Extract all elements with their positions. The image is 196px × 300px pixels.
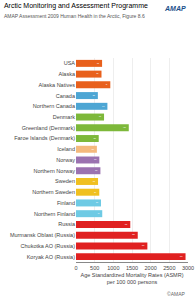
svg-text:2934.2: 2934.2 [180, 255, 183, 257]
svg-text:500: 500 [90, 265, 99, 271]
svg-text:Greenland (Denmark): Greenland (Denmark) [22, 125, 75, 131]
svg-text:919: 919 [106, 84, 108, 85]
svg-text:Iceland: Iceland [57, 146, 75, 152]
svg-text:Faroe Islands (Denmark): Faroe Islands (Denmark) [14, 135, 75, 141]
svg-text:Sweden: Sweden [55, 178, 75, 184]
svg-text:Canada: Canada [56, 93, 76, 99]
svg-text:Koryak AO (Russia): Koryak AO (Russia) [27, 254, 75, 260]
svg-text:AMAP: AMAP [164, 5, 186, 12]
svg-text:Northern Finland: Northern Finland [34, 211, 75, 217]
svg-text:0: 0 [74, 265, 77, 271]
svg-text:Denmark: Denmark [53, 114, 76, 120]
svg-text:590.5: 590.5 [93, 181, 96, 182]
svg-text:1653.8: 1653.8 [132, 234, 135, 235]
svg-text:Northern Norway: Northern Norway [33, 168, 75, 174]
svg-text:Finland: Finland [57, 200, 75, 206]
svg-text:Alaska: Alaska [58, 71, 75, 77]
svg-text:585.6: 585.6 [93, 95, 96, 96]
svg-text:608.8: 608.8 [94, 138, 97, 139]
svg-text:703: 703 [98, 213, 100, 214]
svg-text:1413.8: 1413.8 [123, 126, 126, 128]
svg-text:Age Standardized Mortality Rat: Age Standardized Mortality Rates (ASMR)p… [80, 272, 183, 285]
svg-text:1000: 1000 [107, 265, 119, 271]
svg-text:559.6: 559.6 [92, 149, 95, 150]
svg-text:Northern Canada: Northern Canada [33, 103, 76, 109]
svg-text:624.8: 624.8 [94, 158, 97, 160]
svg-text:1453.9: 1453.9 [125, 223, 128, 225]
svg-text:2500: 2500 [163, 265, 175, 271]
svg-text:1500: 1500 [126, 265, 138, 271]
svg-text:Northern Sweden: Northern Sweden [32, 189, 75, 195]
svg-text:Alaska Natives: Alaska Natives [39, 82, 76, 88]
svg-text:1911.8: 1911.8 [142, 245, 145, 246]
svg-text:Murmansk Oblast (Russia): Murmansk Oblast (Russia) [10, 232, 75, 238]
svg-text:Chukotka AO (Russia): Chukotka AO (Russia) [21, 243, 76, 249]
svg-text:841.2: 841.2 [102, 105, 105, 107]
svg-text:Norway: Norway [56, 157, 75, 163]
svg-text:Arctic Monitoring and Assessme: Arctic Monitoring and Assessment Program… [4, 2, 148, 18]
svg-text:670.2: 670.2 [96, 202, 99, 203]
svg-text:USA: USA [64, 60, 76, 66]
svg-text:623.7: 623.7 [94, 192, 97, 193]
svg-text:3000: 3000 [182, 265, 194, 271]
svg-text:683.1: 683.1 [96, 73, 99, 74]
svg-text:2000: 2000 [145, 265, 157, 271]
svg-text:653.7: 653.7 [95, 170, 98, 171]
svg-text:Russia: Russia [58, 221, 76, 227]
svg-text:©AMAP: ©AMAP [167, 291, 186, 297]
svg-text:698.9: 698.9 [97, 63, 100, 64]
svg-text:751.3: 751.3 [99, 116, 102, 117]
